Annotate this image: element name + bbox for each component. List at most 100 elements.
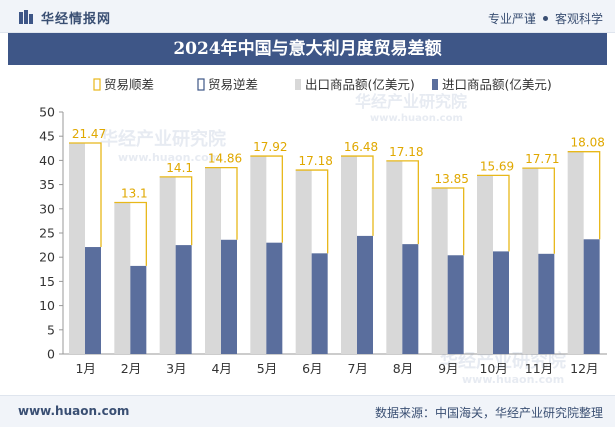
- export-bar-8: [386, 160, 403, 354]
- slogan: 专业严谨 客观科学: [488, 10, 603, 27]
- import-bar-3: [175, 245, 192, 354]
- y-tick-label-10: 50: [39, 105, 55, 120]
- trade-balance-chart: 华经产业研究院www.huaon.com华经产业研究院www.huaon.com…: [39, 77, 607, 386]
- export-bar-6: [295, 170, 312, 354]
- legend-label-3: 进口商品额(亿美元): [442, 77, 552, 92]
- surplus-outline-6: [295, 169, 329, 254]
- legend-label-0: 贸易顺差: [104, 77, 154, 92]
- watermark-text-3: www.huaon.com: [370, 113, 463, 124]
- surplus-outline-11: [522, 167, 555, 254]
- y-tick-label-1: 5: [47, 322, 55, 337]
- import-bar-7: [357, 235, 373, 354]
- y-tick-label-6: 30: [39, 201, 55, 216]
- surplus-outline-5: [250, 155, 283, 243]
- surplus-outline-1: [69, 142, 102, 248]
- slogan-right: 客观科学: [554, 12, 603, 26]
- top-header-bar: 华经情报网 专业严谨 客观科学: [0, 0, 615, 33]
- y-tick-label-5: 25: [39, 226, 55, 241]
- export-bar-11: [522, 168, 539, 354]
- y-tick-label-0: 0: [47, 347, 55, 362]
- x-tick-label-6: 6月: [302, 361, 322, 376]
- surplus-data-label-8: 17.18: [389, 145, 423, 159]
- y-tick-label-9: 45: [39, 129, 55, 144]
- surplus-data-label-9: 13.85: [434, 172, 468, 186]
- legend-label-1: 贸易逆差: [208, 77, 258, 92]
- surplus-data-label-12: 18.08: [570, 136, 604, 150]
- import-bar-2: [130, 265, 147, 354]
- surplus-outline-12: [567, 151, 601, 240]
- legend-label-2: 出口商品额(亿美元): [305, 77, 415, 92]
- watermark-text-2: 华经产业研究院: [355, 92, 467, 111]
- export-bar-3: [159, 176, 176, 354]
- import-bar-4: [221, 239, 237, 354]
- import-bar-6: [311, 253, 328, 354]
- export-bar-2: [114, 202, 131, 354]
- x-tick-label-7: 7月: [347, 361, 367, 376]
- x-tick-label-2: 2月: [121, 361, 141, 376]
- surplus-outline-9: [431, 187, 465, 256]
- surplus-data-label-2: 13.1: [121, 187, 148, 201]
- legend-swatch-icon-2: [295, 79, 301, 90]
- footer-bar: www.huaon.com 数据来源：中国海关，华经产业研究院整理: [0, 395, 615, 427]
- export-bar-4: [205, 167, 221, 354]
- surplus-outline-3: [159, 176, 193, 246]
- export-bar-12: [567, 151, 584, 354]
- watermark-text-4: 华经产业研究院: [440, 350, 566, 372]
- huajing-logo-icon: [19, 10, 33, 24]
- legend-swatch-icon-1: [197, 78, 205, 91]
- chart-legend: 贸易顺差 贸易逆差 出口商品额(亿美元) 进口商品额(亿美元): [93, 77, 552, 92]
- surplus-data-label-7: 16.48: [344, 140, 378, 154]
- export-bar-10: [477, 175, 493, 354]
- watermark-text-0: 华经产业研究院: [100, 128, 226, 150]
- export-bar-7: [341, 156, 357, 354]
- x-tick-label-8: 8月: [393, 361, 413, 376]
- y-tick-label-2: 10: [39, 298, 55, 313]
- y-tick-label-4: 20: [39, 250, 55, 265]
- surplus-outline-7: [341, 155, 374, 236]
- brand-name: 华经情报网: [41, 11, 112, 27]
- surplus-data-label-11: 17.71: [525, 152, 559, 166]
- y-tick-label-7: 35: [39, 177, 55, 192]
- import-bar-5: [266, 242, 283, 354]
- surplus-data-label-5: 17.92: [253, 140, 287, 154]
- x-tick-label-1: 1月: [75, 361, 95, 376]
- legend-swatch-icon-3: [432, 79, 438, 90]
- import-bar-12: [583, 239, 600, 354]
- x-tick-label-3: 3月: [166, 361, 186, 376]
- surplus-outline-8: [386, 160, 419, 245]
- x-tick-label-9: 9月: [438, 361, 458, 376]
- import-bar-8: [402, 244, 419, 354]
- legend-swatch-icon-0: [93, 78, 101, 91]
- export-bar-9: [431, 187, 448, 354]
- surplus-data-label-6: 17.18: [298, 154, 332, 168]
- watermark-text-5: www.huaon.com: [462, 373, 564, 386]
- data-source: 数据来源：中国海关，华经产业研究院整理: [374, 406, 603, 420]
- footer-site[interactable]: www.huaon.com: [18, 404, 130, 418]
- slogan-left: 专业严谨: [487, 12, 536, 26]
- surplus-outline-2: [114, 201, 147, 266]
- separator-dot-icon: [542, 16, 548, 21]
- export-bar-1: [69, 142, 85, 354]
- chart-title-bar: 2024年中国与意大利月度贸易差额: [8, 33, 607, 65]
- import-bar-1: [85, 247, 101, 354]
- import-bar-11: [538, 253, 555, 354]
- surplus-data-label-3: 14.1: [166, 161, 193, 175]
- y-tick-label-3: 15: [39, 274, 55, 289]
- surplus-outline-4: [205, 167, 238, 240]
- x-tick-label-11: 11月: [525, 361, 553, 376]
- chart-title: 2024年中国与意大利月度贸易差额: [173, 39, 442, 59]
- surplus-data-label-4: 14.86: [208, 152, 242, 166]
- surplus-data-label-1: 21.47: [72, 127, 106, 141]
- x-tick-label-4: 4月: [211, 361, 231, 376]
- export-bar-5: [250, 156, 267, 354]
- import-bar-10: [493, 251, 509, 354]
- watermark-text-1: www.huaon.com: [118, 151, 220, 164]
- x-tick-label-5: 5月: [257, 361, 277, 376]
- surplus-outline-10: [477, 174, 510, 252]
- surplus-data-label-10: 15.69: [480, 159, 514, 173]
- import-bar-9: [447, 255, 464, 354]
- brand[interactable]: 华经情报网: [18, 9, 112, 27]
- x-tick-label-10: 10月: [479, 361, 507, 376]
- y-tick-label-8: 40: [39, 153, 55, 168]
- x-tick-label-12: 12月: [570, 361, 598, 376]
